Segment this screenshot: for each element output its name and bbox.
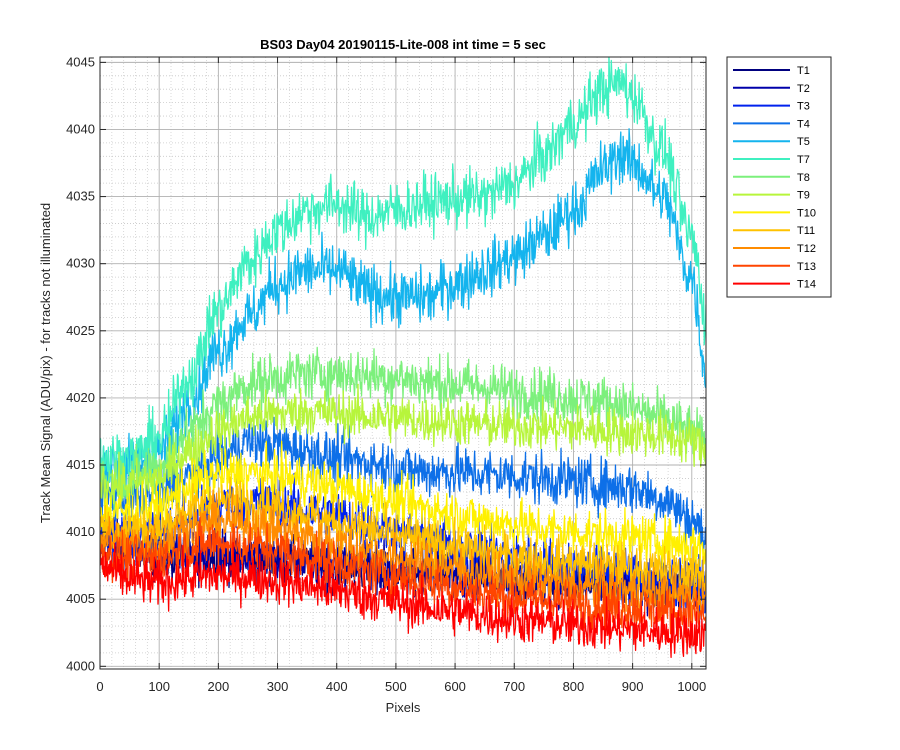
y-tick-label: 4045 <box>66 54 95 69</box>
legend-label-t14: T14 <box>797 279 816 291</box>
x-tick-label: 100 <box>148 679 170 694</box>
y-tick-label: 4040 <box>66 121 95 136</box>
plot-axes-box <box>99 56 707 670</box>
x-tick-labels: 0 100 200 300 400 500 600 700 800 900 1000 <box>96 679 706 694</box>
x-tick-label: 700 <box>503 679 525 694</box>
y-tick-labels: 4000 4005 4010 4015 4020 4025 4030 4035 4040 4045 <box>66 54 95 673</box>
chart-title: BS03 Day04 20190115-Lite-008 int time = … <box>260 37 546 52</box>
x-tick-label: 1000 <box>677 679 706 694</box>
x-tick-label: 200 <box>208 679 230 694</box>
y-tick-label: 4025 <box>66 323 95 338</box>
legend: T1 T2 T3 T4 T5 T7 T8 T9 T10 T11 T12 T13 T14 <box>726 56 832 298</box>
x-tick-label: 600 <box>444 679 466 694</box>
y-tick-label: 4000 <box>66 658 95 673</box>
series-line-t8 <box>100 346 706 512</box>
legend-label-t5: T5 <box>797 136 810 148</box>
legend-label-t7: T7 <box>797 154 810 166</box>
y-tick-label: 4015 <box>66 457 95 472</box>
series-line-t11 <box>100 476 706 600</box>
series-line-t7 <box>100 57 706 497</box>
series-line-t5 <box>100 128 706 505</box>
legend-label-t1: T1 <box>797 65 810 77</box>
x-tick-label: 0 <box>96 679 103 694</box>
legend-label-t2: T2 <box>797 83 810 95</box>
legend-label-t8: T8 <box>797 172 810 184</box>
y-tick-label: 4005 <box>66 591 95 606</box>
x-tick-label: 900 <box>622 679 644 694</box>
series-lines <box>100 57 706 658</box>
legend-label-t13: T13 <box>797 261 816 273</box>
legend-label-t12: T12 <box>797 243 816 255</box>
y-tick-label: 4030 <box>66 256 95 271</box>
x-tick-label: 500 <box>385 679 407 694</box>
legend-label-t9: T9 <box>797 190 810 202</box>
x-tick-label: 800 <box>563 679 585 694</box>
x-axis-label: Pixels <box>386 700 421 715</box>
y-axis-label: Track Mean Signal (ADU/pix) - for tracks… <box>38 203 53 523</box>
series-line-t9 <box>100 383 706 516</box>
y-tick-label: 4010 <box>66 524 95 539</box>
x-tick-label: 400 <box>326 679 348 694</box>
legend-label-t4: T4 <box>797 118 810 130</box>
axis-ticks <box>99 57 706 669</box>
y-tick-label: 4035 <box>66 189 95 204</box>
legend-label-t3: T3 <box>797 101 810 113</box>
legend-label-t11: T11 <box>797 225 815 237</box>
y-tick-label: 4020 <box>66 390 95 405</box>
series-line-t14 <box>100 542 706 658</box>
x-tick-label: 300 <box>267 679 289 694</box>
legend-label-t10: T10 <box>797 207 816 219</box>
